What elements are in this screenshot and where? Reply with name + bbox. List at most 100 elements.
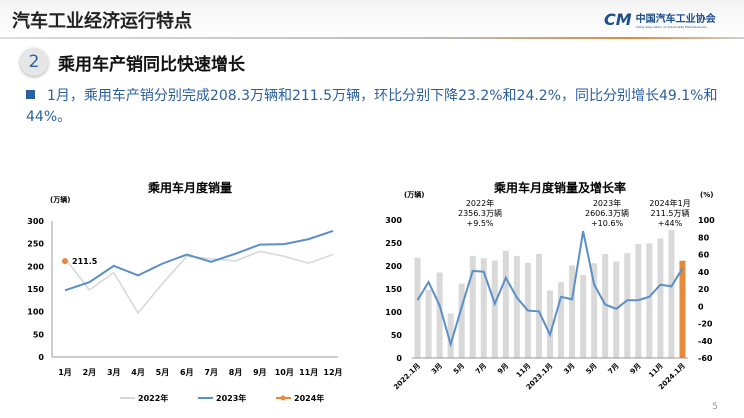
x-tick-label: 3月 <box>107 368 121 377</box>
y2-tick-label: -40 <box>698 337 713 346</box>
bar <box>580 275 587 358</box>
annotation-text: +10.6% <box>591 219 624 228</box>
x-tick-label: 5月 <box>156 368 170 377</box>
bar <box>513 255 520 358</box>
x-tick-label: 3月 <box>562 362 576 376</box>
x-tick-label: 8月 <box>229 368 243 377</box>
bar <box>502 250 509 358</box>
x-tick-label: 4月 <box>131 368 145 377</box>
annotation-text: 211.5万辆 <box>651 208 690 218</box>
y-tick-label: 0 <box>396 354 402 363</box>
annotation-text: +9.5% <box>466 219 493 228</box>
annotation-text: 2606.3万辆 <box>585 208 629 218</box>
bar <box>602 254 609 358</box>
annotation-text: +44% <box>658 219 683 228</box>
x-tick-label: 7月 <box>607 362 621 376</box>
legend-label: 2024年 <box>294 393 324 403</box>
bar <box>480 258 487 358</box>
y-tick-label: 300 <box>385 216 402 225</box>
x-tick-label: 2月 <box>83 368 97 377</box>
section-number: 2 <box>20 48 48 76</box>
y2-tick-label: 20 <box>698 285 710 294</box>
bar <box>436 272 443 358</box>
y2-tick-label: 0 <box>698 302 704 311</box>
x-tick-label: 7月 <box>474 362 488 376</box>
logo-mark-icon: CM <box>604 10 632 29</box>
section-heading: 2 乘用车产销同比快速增长 <box>20 48 245 76</box>
annotation-text: 2356.3万辆 <box>458 208 502 218</box>
y2-axis-unit: (%) <box>700 191 713 199</box>
x-tick-label: 3月 <box>430 362 444 376</box>
bar <box>657 238 664 358</box>
x-tick-label: 5月 <box>452 362 466 376</box>
y-tick-label: 0 <box>38 353 44 362</box>
y-tick-label: 150 <box>385 285 402 294</box>
y-tick-label: 200 <box>27 262 44 271</box>
logo-en: China Association of Automobile Manufact… <box>635 25 707 29</box>
section-title: 乘用车产销同比快速增长 <box>58 54 245 75</box>
x-tick-label: 11月 <box>515 362 533 380</box>
y-tick-label: 50 <box>391 331 403 340</box>
bar <box>547 290 553 358</box>
x-tick-label: 6月 <box>180 368 194 377</box>
y-tick-label: 250 <box>385 239 402 248</box>
annotation-text: 2023年 <box>593 198 621 208</box>
y2-tick-label: -20 <box>698 320 713 329</box>
x-tick-label: 9月 <box>253 368 267 377</box>
series-line-2022年 <box>64 250 334 315</box>
chart-title: 乘用车月度销量 <box>147 180 232 195</box>
bar <box>558 282 565 358</box>
page-number: 5 <box>712 402 718 412</box>
y-tick-label: 50 <box>33 330 45 339</box>
legend-marker <box>280 395 286 401</box>
x-tick-label: 5月 <box>585 362 599 376</box>
y2-tick-label: 80 <box>698 233 710 242</box>
y-tick-label: 300 <box>27 217 44 226</box>
header-bar <box>0 0 744 38</box>
bar <box>469 255 476 358</box>
data-point-2024 <box>62 258 68 265</box>
x-tick-label: 7月 <box>204 368 218 377</box>
y-tick-label: 200 <box>385 262 402 271</box>
series-line-2023年 <box>64 230 334 292</box>
bar <box>458 283 465 358</box>
y-tick-label: 250 <box>27 240 44 249</box>
bar <box>646 243 653 358</box>
legend-label: 2022年 <box>138 393 168 403</box>
y2-tick-label: 40 <box>698 268 710 277</box>
bar <box>668 230 675 358</box>
monthly-sales-chart: 乘用车月度销量 (万辆) 0 50 100 150 200 250 300 1月 2月 3月 4月 5月 6… <box>27 180 342 403</box>
annotation-text: 2022年 <box>466 198 494 208</box>
annotation-text: 2024年1月 <box>649 198 690 208</box>
x-tick-label: 1月 <box>58 368 72 377</box>
x-tick-label: 11月 <box>299 368 318 377</box>
legend-label: 2023年 <box>216 393 246 403</box>
bullet-content: 1月，乘用车产销分别完成208.3万辆和211.5万辆，环比分别下降23.2%和… <box>26 88 718 125</box>
y-tick-label: 150 <box>27 285 44 294</box>
bullet-text: 1月，乘用车产销分别完成208.3万辆和211.5万辆，环比分别下降23.2%和… <box>26 86 726 128</box>
y-tick-label: 100 <box>385 308 402 317</box>
chart-title: 乘用车月度销量及增长率 <box>493 180 626 195</box>
y-axis-unit: (万辆) <box>404 190 424 199</box>
data-label: 211.5 <box>72 257 98 266</box>
y2-tick-label: -60 <box>698 354 713 363</box>
header-divider <box>0 37 744 39</box>
x-tick-label: 12月 <box>323 368 342 377</box>
bar <box>569 265 576 358</box>
bar <box>447 313 454 358</box>
y2-tick-label: 60 <box>698 251 710 260</box>
bar <box>624 253 631 358</box>
bar <box>491 260 498 358</box>
logo: CM 中国汽车工业协会 China Association of Automob… <box>604 10 716 29</box>
slide-title: 汽车工业经济运行特点 <box>12 11 192 32</box>
x-tick-label: 2022.1月 <box>392 362 422 392</box>
y-tick-label: 100 <box>27 308 44 317</box>
x-tick-label: 9月 <box>629 362 643 376</box>
bar <box>591 263 598 358</box>
bar <box>679 260 686 358</box>
y-axis-unit: (万辆) <box>50 195 70 204</box>
y2-tick-label: 100 <box>698 216 715 225</box>
bar <box>535 254 542 358</box>
bar <box>414 257 421 358</box>
logo-cn: 中国汽车工业协会 <box>635 14 716 25</box>
